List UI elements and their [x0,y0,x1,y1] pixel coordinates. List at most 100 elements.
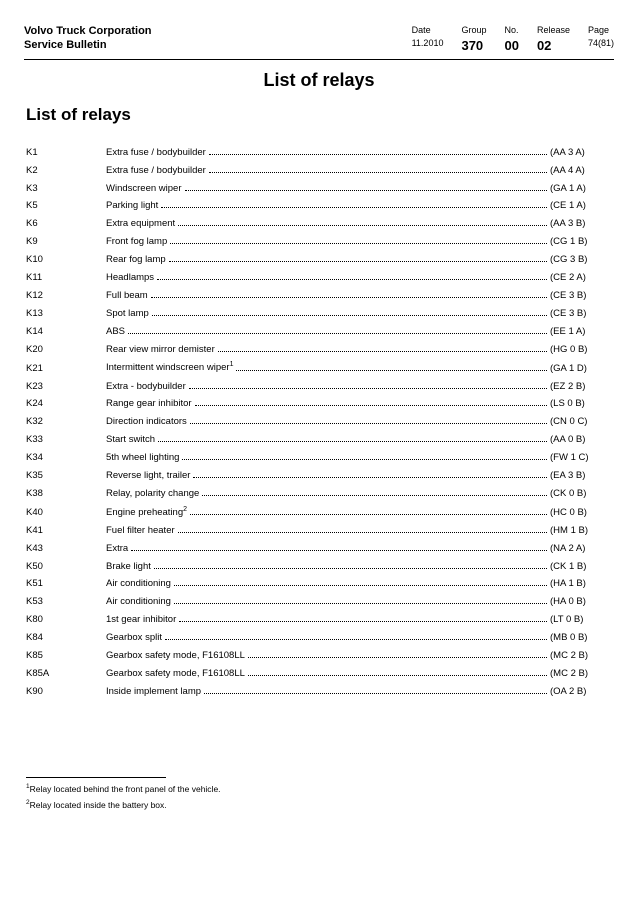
relay-desc-wrap: Windscreen wiper [106,183,550,194]
relay-leader-dots [209,149,547,155]
relay-id: K41 [26,525,106,536]
header-col-value: 74(81) [588,37,614,50]
header-col-value: 370 [461,37,486,55]
relay-id: K23 [26,381,106,392]
relay-id: K53 [26,596,106,607]
relay-code: (GA 1 A) [550,183,612,194]
relay-leader-dots [193,472,547,478]
relay-code: (CE 1 A) [550,200,612,211]
footnote-num: 1 [26,783,30,790]
header-col-label: Date [412,24,444,37]
relay-leader-dots [190,509,547,515]
relay-id: K85A [26,668,106,679]
relay-leader-dots [158,437,547,443]
relay-code: (FW 1 C) [550,452,612,463]
relay-code: (CK 0 B) [550,488,612,499]
relay-row: K43Extra(NA 2 A) [26,543,612,554]
relay-row: K38Relay, polarity change(CK 0 B) [26,488,612,499]
relay-desc-wrap: 5th wheel lighting [106,452,550,463]
relay-id: K50 [26,561,106,572]
relay-desc: 5th wheel lighting [106,452,179,463]
relay-superscript: 1 [230,361,234,368]
relay-desc-wrap: Reverse light, trailer [106,470,550,481]
relay-desc-wrap: Extra fuse / bodybuilder [106,165,550,176]
relay-id: K6 [26,218,106,229]
relay-desc-wrap: Start switch [106,434,550,445]
header-col: Group370 [461,24,486,55]
relay-desc: Windscreen wiper [106,183,182,194]
relay-code: (EA 3 B) [550,470,612,481]
relay-id: K20 [26,344,106,355]
relay-code: (LT 0 B) [550,614,612,625]
relay-id: K24 [26,398,106,409]
relay-desc-wrap: Extra equipment [106,218,550,229]
relay-desc: Gearbox split [106,632,162,643]
relay-desc: Reverse light, trailer [106,470,190,481]
header-col: No.00 [504,24,518,55]
relay-leader-dots [169,256,547,262]
relay-row: K20Rear view mirror demister(HG 0 B) [26,344,612,355]
relay-code: (MC 2 B) [550,668,612,679]
footnote: 1Relay located behind the front panel of… [26,782,614,796]
relay-code: (LS 0 B) [550,398,612,409]
relay-row: K84Gearbox split(MB 0 B) [26,632,612,643]
relay-code: (CE 2 A) [550,272,612,283]
relay-code: (HM 1 B) [550,525,612,536]
relay-row: K3Windscreen wiper(GA 1 A) [26,183,612,194]
relay-id: K32 [26,416,106,427]
relay-row: K345th wheel lighting (FW 1 C) [26,452,612,463]
relay-desc-wrap: Inside implement lamp [106,686,550,697]
relay-desc: Brake light [106,561,151,572]
header-col-label: No. [504,24,518,37]
relay-row: K53Air conditioning(HA 0 B) [26,596,612,607]
relay-desc-wrap: Extra [106,543,550,554]
relay-code: (HG 0 B) [550,344,612,355]
relay-code: (CG 3 B) [550,254,612,265]
relay-id: K35 [26,470,106,481]
relay-row: K32Direction indicators(CN 0 C) [26,416,612,427]
relay-leader-dots [178,527,547,533]
header-col-value: 00 [504,37,518,55]
relay-desc: Front fog lamp [106,236,167,247]
relay-id: K21 [26,363,106,374]
relay-leader-dots [157,274,547,280]
relay-leader-dots [182,454,547,460]
relay-desc-wrap: Full beam [106,290,550,301]
relay-row: K23Extra - bodybuilder(EZ 2 B) [26,381,612,392]
footnote: 2Relay located inside the battery box. [26,798,614,812]
relay-leader-dots [174,581,547,587]
relay-code: (CN 0 C) [550,416,612,427]
relay-desc-wrap: Parking light [106,200,550,211]
relay-desc-wrap: Rear view mirror demister [106,344,550,355]
relay-leader-dots [248,670,547,676]
relay-row: K1Extra fuse / bodybuilder(AA 3 A) [26,147,612,158]
relay-id: K34 [26,452,106,463]
relay-row: K40Engine preheating2(HC 0 B) [26,506,612,519]
relay-code: (CK 1 B) [550,561,612,572]
header-col: Page74(81) [588,24,614,55]
header-col-label: Page [588,24,614,37]
relay-row: K51Air conditioning(HA 1 B) [26,578,612,589]
relay-leader-dots [209,167,547,173]
relay-id: K14 [26,326,106,337]
relay-row: K90Inside implement lamp(OA 2 B) [26,686,612,697]
relay-id: K84 [26,632,106,643]
relay-code: (AA 3 A) [550,147,612,158]
relay-id: K85 [26,650,106,661]
relay-row: K5Parking light(CE 1 A) [26,200,612,211]
relay-desc-wrap: 1st gear inhibitor [106,614,550,625]
relay-desc: Air conditioning [106,578,171,589]
relay-leader-dots [185,185,548,191]
relay-leader-dots [170,239,547,245]
relay-id: K9 [26,236,106,247]
relay-code: (AA 0 B) [550,434,612,445]
relay-code: (HC 0 B) [550,507,612,518]
relay-id: K1 [26,147,106,158]
relay-leader-dots [152,310,547,316]
header-col-label: Group [461,24,486,37]
relay-leader-dots [190,419,547,425]
relay-desc: Gearbox safety mode, F16108LL [106,650,245,661]
company-name: Volvo Truck Corporation [24,24,152,38]
relay-row: K2Extra fuse / bodybuilder(AA 4 A) [26,165,612,176]
relay-code: (CE 3 B) [550,290,612,301]
